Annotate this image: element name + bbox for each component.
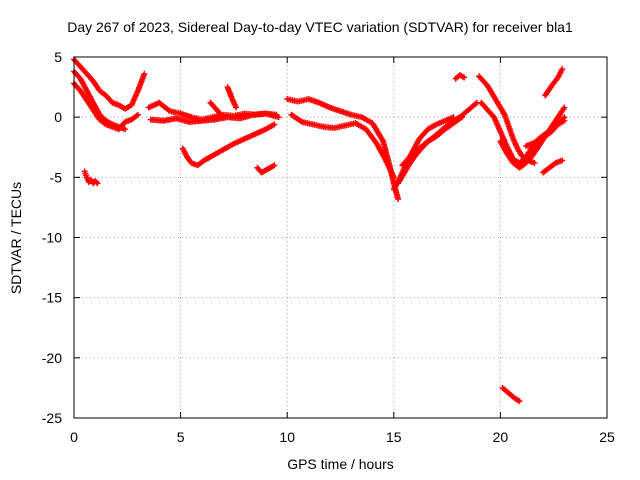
x-tick-label: 25 (599, 429, 615, 445)
data-point (122, 126, 129, 133)
y-tick-label: 5 (54, 49, 62, 65)
series-arc-14 (395, 99, 480, 187)
series-arc-12 (288, 111, 397, 181)
x-tick-label: 20 (493, 429, 509, 445)
data-point (559, 66, 566, 73)
series-arc-11 (284, 96, 402, 202)
data-point (531, 159, 538, 166)
series-arc-3 (71, 68, 129, 133)
plot-frame (73, 56, 608, 419)
data-point (93, 179, 100, 186)
data-point (271, 162, 278, 169)
y-tick-label: -10 (42, 230, 62, 246)
series-arc-23 (499, 384, 523, 405)
series-arc-20 (522, 114, 568, 150)
data-point (233, 104, 240, 111)
data-point (560, 115, 567, 122)
x-tick-label: 5 (177, 429, 185, 445)
grid-lines (74, 57, 607, 418)
series-arc-6 (147, 110, 282, 125)
data-point (133, 112, 140, 119)
y-tick-label: -15 (42, 290, 62, 306)
y-tick-label: 0 (54, 109, 62, 125)
data-point (271, 121, 278, 128)
data-point (134, 111, 141, 118)
series-arc-21 (540, 157, 566, 176)
series-arc-10 (254, 162, 278, 176)
series-arc-9 (224, 84, 240, 111)
y-tick-label: -25 (42, 410, 62, 426)
series-arc-7 (179, 121, 278, 169)
data-point (220, 114, 227, 121)
series-arc-4 (81, 168, 101, 187)
x-tick-label: 0 (70, 429, 78, 445)
data-point (94, 180, 101, 187)
data-point (461, 74, 468, 81)
series-arc-15 (399, 114, 466, 169)
x-tick-label: 15 (386, 429, 402, 445)
series-arc-16 (452, 72, 468, 82)
data-point (275, 114, 282, 121)
y-tick-label: -5 (50, 169, 63, 185)
y-tick-label: -20 (42, 350, 62, 366)
data-point (395, 195, 402, 202)
data-point (516, 398, 523, 405)
data-point (390, 174, 397, 181)
x-axis-label: GPS time / hours (287, 456, 394, 472)
series-arc-22 (542, 66, 566, 99)
data-point (561, 114, 568, 121)
series-arc-8 (207, 99, 227, 121)
data-point (561, 104, 568, 111)
x-tick-label: 10 (279, 429, 295, 445)
chart-title: Day 267 of 2023, Sidereal Day-to-day VTE… (67, 19, 573, 35)
data-point (459, 114, 466, 121)
data-point (141, 70, 148, 77)
axis-ticks: 0 5 10 15 20 25 5 0 -5 -10 -15 -20 -25 (42, 49, 615, 445)
data-point (219, 112, 226, 119)
data-point (559, 157, 566, 164)
data-points (71, 56, 568, 405)
